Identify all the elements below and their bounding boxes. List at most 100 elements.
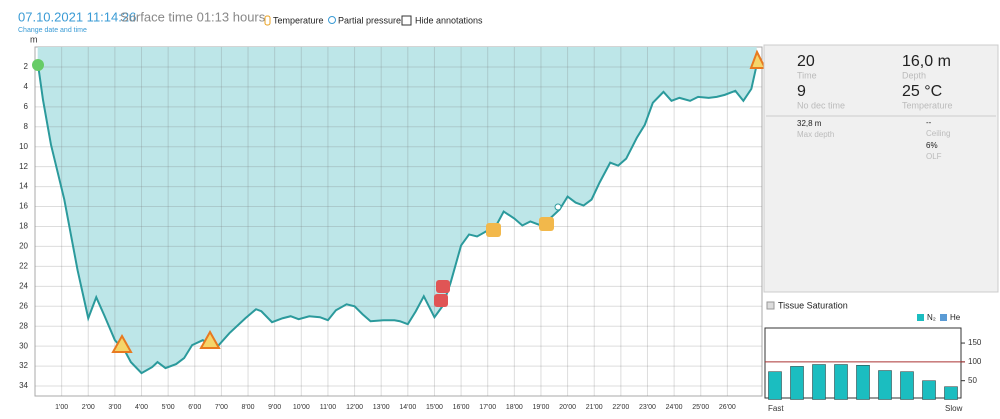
warning-icon[interactable]: [749, 49, 767, 69]
annotations: [32, 49, 767, 353]
x-tick-label: 20'00: [559, 404, 576, 411]
x-tick-label: 11'00: [320, 404, 336, 411]
y-tick-label: 18: [19, 222, 28, 231]
legend-label: He: [950, 313, 961, 322]
stat-label: Depth: [902, 70, 926, 80]
y-tick-label: 150: [968, 338, 982, 347]
stat-label: Temperature: [902, 100, 953, 110]
x-tick-label: 13'00: [373, 404, 390, 411]
y-tick-label: 32: [19, 361, 28, 370]
x-tick-label: 15'00: [426, 404, 443, 411]
bar: [878, 370, 892, 400]
x-tick-label: 22'00: [612, 404, 629, 411]
bar: [790, 366, 804, 400]
dive-date[interactable]: 07.10.2021 11:14:26: [18, 9, 136, 24]
gas-icon[interactable]: [434, 294, 448, 307]
x-tick-label: 3'00: [108, 404, 121, 411]
x-tick-label: 18'00: [506, 404, 523, 411]
warning-icon[interactable]: [111, 333, 133, 353]
y-axis-label: m: [30, 34, 38, 44]
bar: [812, 364, 826, 400]
legend-swatch: [940, 314, 947, 321]
x-tick-label: 14'00: [399, 404, 416, 411]
x-tick-label: 5'00: [162, 404, 175, 411]
y-tick-label: 26: [19, 301, 28, 310]
surface-time: Surface time 01:13 hours: [120, 9, 266, 24]
detail-value: --: [926, 118, 932, 127]
x-tick-label: 10'00: [293, 404, 310, 411]
marker[interactable]: [554, 203, 562, 211]
detail-label: OLF: [926, 152, 942, 161]
event-icon[interactable]: [486, 223, 501, 237]
depth-area: [37, 47, 757, 374]
detail-label: Ceiling: [926, 129, 950, 138]
stats-panel: [763, 44, 999, 293]
y-tick-label: 22: [19, 261, 28, 270]
tissue-title: Tissue Saturation: [778, 300, 848, 310]
bar: [900, 371, 914, 400]
x-tick-label: 4'00: [135, 404, 148, 411]
x-tick-label: 6'00: [188, 404, 201, 411]
legend-swatch: [917, 314, 924, 321]
x-tick-label: 21'00: [586, 404, 603, 411]
x-tick-label: 12'00: [346, 404, 363, 411]
stat-value: 25 °C: [902, 83, 942, 100]
y-tick-label: 50: [968, 376, 977, 385]
hide-annotations[interactable]: Hide annotations: [415, 15, 483, 25]
y-tick-label: 30: [19, 341, 28, 350]
detail-value: 6%: [926, 141, 938, 150]
y-tick-label: 24: [19, 281, 28, 290]
x-tick-label: 17'00: [479, 404, 496, 411]
fast-label: Fast: [768, 404, 784, 413]
y-tick-label: 4: [24, 82, 29, 91]
bar: [768, 371, 782, 400]
legend-temperature[interactable]: Temperature: [273, 15, 324, 25]
stat-label: No dec time: [797, 100, 845, 110]
tissue-checkbox[interactable]: [766, 301, 775, 310]
slow-label: Slow: [945, 404, 963, 413]
x-tick-label: 16'00: [453, 404, 470, 411]
stat-value: 20: [797, 53, 815, 70]
y-tick-label: 12: [19, 162, 28, 171]
start-icon: [32, 59, 44, 71]
detail-value: 32,8 m: [797, 119, 822, 128]
y-tick-label: 2: [24, 62, 29, 71]
y-tick-label: 14: [19, 182, 28, 191]
y-tick-label: 10: [19, 142, 28, 151]
stat-label: Time: [797, 70, 817, 80]
change-link[interactable]: Change date and time: [18, 27, 87, 34]
y-tick-label: 28: [19, 321, 28, 330]
y-tick-label: 6: [24, 102, 29, 111]
y-tick-label: 8: [24, 122, 29, 131]
x-tick-label: 24'00: [666, 404, 683, 411]
event-icon[interactable]: [539, 217, 554, 231]
x-tick-label: 26'00: [719, 404, 736, 411]
bar: [944, 386, 958, 400]
bar: [856, 365, 870, 400]
warning-icon[interactable]: [199, 329, 221, 349]
pressure-icon: [328, 16, 336, 24]
bar: [922, 380, 936, 400]
x-tick-label: 25'00: [692, 404, 709, 411]
bar: [834, 364, 848, 400]
legend-pressure[interactable]: Partial pressure: [338, 15, 401, 25]
x-tick-label: 19'00: [533, 404, 550, 411]
y-tick-label: 20: [19, 242, 28, 251]
x-tick-label: 2'00: [82, 404, 95, 411]
y-tick-label: 100: [968, 357, 982, 366]
checkbox[interactable]: [401, 15, 412, 26]
detail-label: Max depth: [797, 130, 834, 139]
x-tick-label: 9'00: [268, 404, 281, 411]
legend-label: N₂: [927, 313, 936, 322]
y-tick-label: 34: [19, 381, 28, 390]
x-tick-label: 8'00: [242, 404, 255, 411]
stat-value: 16,0 m: [902, 53, 951, 70]
y-tick-label: 16: [19, 202, 28, 211]
temperature-icon: [264, 15, 271, 26]
gas-icon[interactable]: [436, 280, 450, 293]
stat-value: 9: [797, 83, 806, 100]
x-tick-label: 23'00: [639, 404, 656, 411]
x-tick-label: 7'00: [215, 404, 228, 411]
x-tick-label: 1'00: [55, 404, 68, 411]
